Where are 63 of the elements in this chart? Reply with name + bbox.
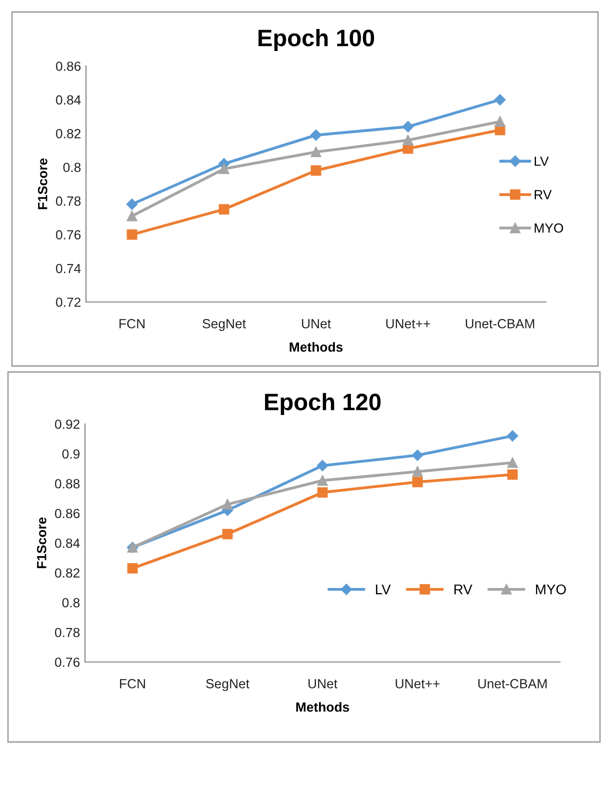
legend-label: MYO	[534, 223, 564, 233]
x-tick-label: UNet	[302, 319, 331, 328]
point	[218, 204, 230, 214]
chart-title: Epoch 120	[265, 392, 381, 416]
point	[317, 487, 328, 498]
point	[412, 466, 423, 477]
legend-label: LV	[376, 584, 391, 594]
point	[127, 563, 138, 574]
point	[316, 460, 328, 472]
x-tick-label: UNet++	[396, 679, 440, 688]
y-tick-label: 0.86	[56, 62, 81, 71]
y-tick-label: 0.86	[54, 508, 80, 518]
legend-label: MYO	[536, 584, 566, 594]
x-axis-title: Methods	[296, 702, 350, 712]
y-tick-label: 0.82	[54, 568, 80, 578]
point	[507, 457, 518, 468]
x-tick-label: SegNet	[202, 319, 246, 331]
point	[494, 116, 506, 127]
point	[494, 94, 506, 106]
legend-label: RV	[454, 584, 472, 594]
y-tick-label: 0.82	[56, 128, 80, 138]
y-tick-label: 0.9	[62, 449, 80, 459]
point	[222, 499, 233, 510]
y-axis-title: F1Score	[38, 158, 48, 210]
x-tick-label: UNet	[308, 679, 338, 688]
x-tick-label: FCN	[120, 679, 145, 688]
chart-title: Epoch 100	[258, 28, 374, 52]
x-tick-label: SegNet	[206, 679, 250, 691]
y-tick-label: 0.8	[63, 162, 81, 172]
x-tick-label: Unet-CBAM	[478, 679, 547, 688]
point	[402, 121, 414, 132]
y-tick-label: 0.72	[56, 298, 80, 307]
y-axis-title: F1Score	[36, 517, 46, 568]
legend-label: RV	[534, 190, 552, 200]
x-axis-title: Methods	[290, 342, 343, 352]
y-tick-label: 0.76	[54, 658, 80, 667]
point	[126, 229, 138, 240]
point	[412, 476, 423, 488]
x-tick-label: FCN	[120, 319, 144, 328]
point	[218, 164, 230, 174]
y-tick-label: 0.74	[56, 264, 81, 274]
point	[507, 469, 518, 480]
x-tick-label: Unet-CBAM	[466, 319, 534, 328]
y-tick-label: 0.8	[62, 598, 80, 608]
point	[310, 165, 322, 176]
point	[402, 134, 414, 146]
point	[310, 146, 322, 158]
y-tick-label: 0.84	[54, 538, 80, 548]
legend-label: LV	[534, 156, 549, 166]
point	[222, 528, 233, 540]
y-tick-label: 0.88	[54, 479, 80, 488]
y-tick-label: 0.84	[56, 95, 81, 105]
point	[126, 198, 138, 210]
point	[317, 475, 328, 486]
y-tick-label: 0.92	[54, 420, 80, 429]
point	[506, 430, 518, 442]
y-tick-label: 0.78	[54, 628, 80, 638]
y-tick-label: 0.76	[56, 230, 81, 240]
y-tick-label: 0.78	[56, 196, 81, 206]
x-tick-label: UNet++	[386, 319, 430, 328]
point	[412, 450, 424, 461]
point	[126, 210, 138, 222]
point	[310, 130, 322, 141]
